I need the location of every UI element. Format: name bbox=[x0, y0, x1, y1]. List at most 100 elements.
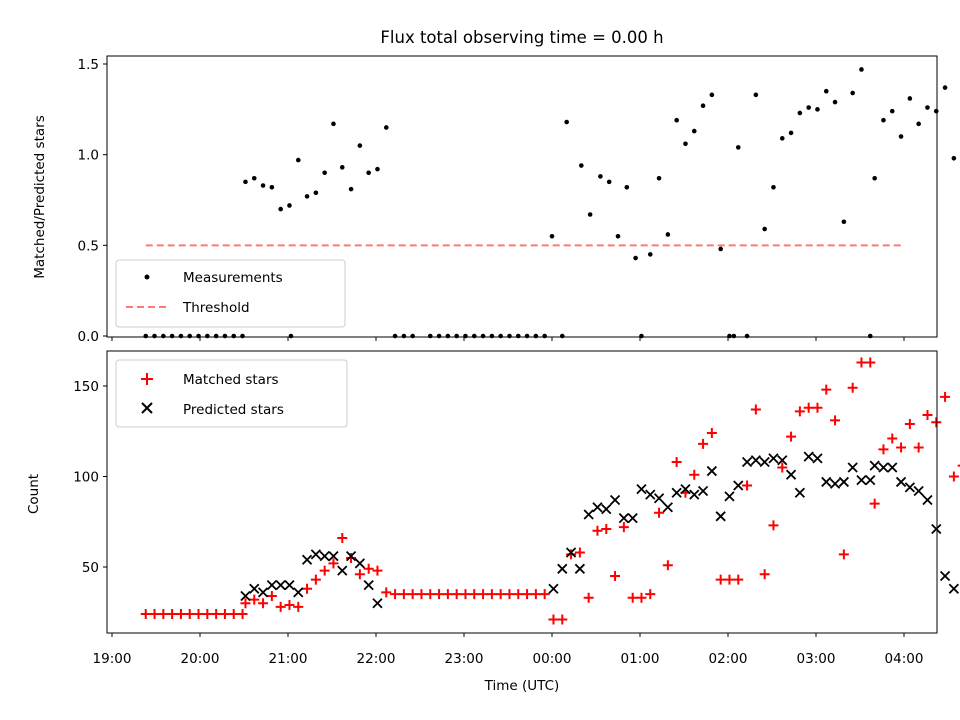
bottom-y-ticks: 50 100 150 bbox=[73, 379, 107, 576]
predicted-star-point bbox=[319, 551, 330, 562]
predicted-star-point bbox=[653, 493, 665, 504]
measurement-point bbox=[731, 333, 737, 339]
measurement-point bbox=[788, 130, 794, 136]
matched-star-point bbox=[390, 589, 401, 600]
predicted-star-point bbox=[913, 485, 924, 497]
measurement-point bbox=[471, 333, 477, 339]
predicted-star-point bbox=[293, 587, 304, 598]
predicted-star-point bbox=[803, 451, 814, 462]
measurement-point bbox=[507, 333, 512, 339]
predicted-star-point bbox=[741, 456, 753, 468]
matched-star-point bbox=[149, 609, 160, 620]
predicted-star-point bbox=[257, 587, 269, 598]
matched-star-point bbox=[460, 589, 471, 600]
top-legend: Measurements Threshold bbox=[115, 259, 346, 328]
measurement-point bbox=[498, 333, 503, 339]
legend-threshold-label: Threshold bbox=[182, 300, 250, 316]
measurement-point bbox=[872, 175, 877, 181]
bottom-y-axis-label: Count bbox=[26, 474, 42, 514]
measurement-point bbox=[278, 206, 283, 212]
predicted-star-point bbox=[939, 570, 951, 582]
predicted-star-point bbox=[821, 476, 832, 488]
predicted-star-point bbox=[895, 476, 907, 488]
matched-star-point bbox=[302, 583, 313, 594]
measurement-point bbox=[841, 219, 847, 225]
matched-star-point bbox=[957, 464, 960, 467]
predicted-star-point bbox=[689, 489, 700, 500]
matched-star-point bbox=[398, 589, 409, 600]
matched-star-point bbox=[495, 589, 506, 600]
matched-star-point bbox=[167, 609, 178, 620]
predicted-star-point bbox=[922, 494, 933, 506]
measurement-point bbox=[815, 107, 820, 112]
measurement-point bbox=[445, 333, 451, 339]
measurement-point bbox=[779, 136, 785, 141]
matched-star-point bbox=[478, 589, 489, 600]
measurement-point bbox=[260, 183, 266, 188]
matched-star-point bbox=[566, 549, 577, 560]
measurement-point bbox=[933, 108, 939, 114]
matched-star-point bbox=[425, 589, 436, 600]
matched-star-point bbox=[654, 507, 665, 518]
measurement-point bbox=[187, 333, 193, 339]
matched-star-point bbox=[671, 457, 682, 468]
bottom-x-tick-label: 01:00 bbox=[621, 651, 660, 667]
bottom-legend-box bbox=[115, 359, 348, 428]
matched-star-point bbox=[662, 560, 673, 571]
predicted-star-point bbox=[794, 487, 806, 498]
measurement-point bbox=[615, 233, 621, 239]
bottom-panel: 50 100 150 19:00 20:00 21:00 22:00 23:00 00:00 0… bbox=[26, 350, 960, 694]
matched-star-point bbox=[830, 415, 841, 426]
matched-star-point bbox=[175, 609, 186, 620]
matched-star-point bbox=[486, 589, 497, 600]
matched-star-point bbox=[249, 594, 260, 605]
measurement-point bbox=[357, 143, 363, 148]
measurement-point bbox=[240, 333, 245, 339]
top-y-tick-label: 1.5 bbox=[78, 57, 99, 73]
predicted-star-point bbox=[750, 455, 762, 466]
predicted-star-point bbox=[301, 554, 313, 565]
matched-star-point bbox=[803, 402, 814, 413]
predicted-star-point bbox=[671, 487, 682, 498]
predicted-star-point bbox=[948, 583, 960, 594]
predicted-star-point bbox=[266, 579, 278, 591]
measurement-point bbox=[709, 92, 715, 98]
bottom-x-tick-label: 00:00 bbox=[533, 651, 572, 667]
bottom-x-tick-label: 22:00 bbox=[357, 651, 396, 667]
matched-star-point bbox=[258, 598, 269, 609]
measurement-point bbox=[718, 246, 723, 252]
measurement-point bbox=[269, 185, 275, 190]
measurement-point bbox=[942, 85, 948, 90]
measurement-point bbox=[169, 333, 175, 339]
top-panel: 0.0 0.5 1.0 1.5 Matched/Predicted stars Mea… bbox=[32, 55, 957, 345]
measurement-point bbox=[674, 117, 679, 123]
measurement-point bbox=[436, 333, 442, 339]
top-y-ticks: 0.0 0.5 1.0 1.5 bbox=[78, 57, 107, 345]
measurement-point bbox=[559, 333, 565, 339]
measurement-point bbox=[515, 333, 521, 339]
predicted-star-point bbox=[869, 460, 880, 471]
predicted-star-point bbox=[847, 462, 858, 473]
matched-star-point bbox=[407, 589, 418, 600]
measurement-point bbox=[898, 134, 904, 139]
measurement-point bbox=[251, 175, 257, 181]
predicted-star-point bbox=[759, 456, 770, 468]
predicted-star-point bbox=[856, 474, 867, 486]
predicted-star-point bbox=[636, 484, 647, 495]
matched-star-point bbox=[228, 609, 239, 620]
matched-star-point bbox=[922, 409, 933, 420]
predicted-star-point bbox=[337, 565, 348, 576]
measurement-point bbox=[295, 157, 301, 163]
matched-star-point bbox=[381, 587, 392, 598]
legend-matched-label: Matched stars bbox=[183, 372, 279, 388]
predicted-star-point bbox=[887, 462, 898, 473]
predicted-star-point bbox=[618, 512, 630, 524]
legend-measurements-marker bbox=[144, 274, 150, 280]
measurement-point bbox=[480, 333, 486, 339]
predicted-star-point bbox=[645, 489, 656, 500]
matched-star-point bbox=[733, 574, 744, 585]
measurement-point bbox=[606, 179, 612, 185]
measurement-point bbox=[178, 333, 184, 339]
bottom-x-tick-label: 19:00 bbox=[93, 651, 132, 667]
predicted-star-point bbox=[557, 563, 568, 574]
